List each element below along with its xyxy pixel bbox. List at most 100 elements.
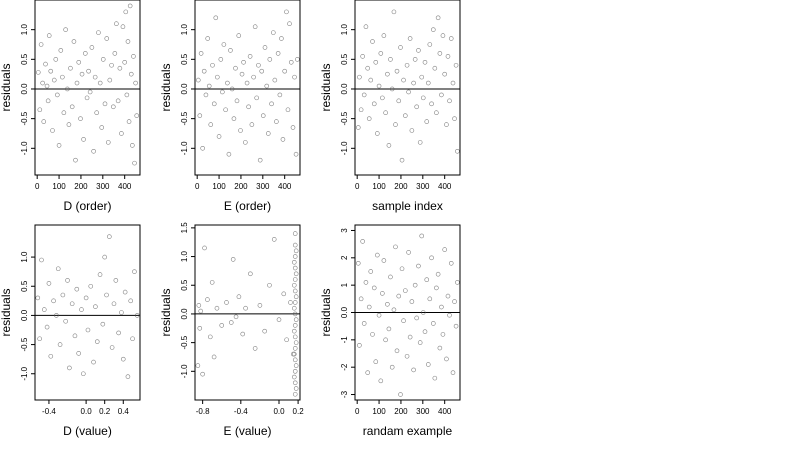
data-point — [420, 95, 426, 101]
data-point — [219, 323, 225, 328]
data-point — [393, 122, 398, 127]
data-point — [262, 45, 268, 50]
y-tick-label: -2 — [340, 363, 349, 371]
data-point — [97, 80, 103, 86]
data-point — [290, 125, 296, 130]
data-point — [381, 33, 387, 38]
x-tick-label: 400 — [118, 182, 132, 191]
data-point — [202, 245, 207, 251]
data-point — [439, 92, 444, 98]
data-point — [257, 303, 263, 308]
y-tick-label: 0.5 — [20, 280, 29, 292]
data-point — [196, 303, 202, 308]
x-tick-label: 0.2 — [293, 407, 305, 416]
data-point — [122, 289, 128, 295]
data-point — [38, 42, 44, 47]
y-tick-label: 0.5 — [180, 279, 189, 291]
data-point — [365, 370, 370, 375]
data-point — [73, 157, 78, 163]
data-point — [119, 310, 124, 315]
data-point — [198, 308, 204, 314]
x-axis-title: D (order) — [63, 199, 111, 213]
data-point — [411, 367, 416, 373]
y-tick-label: -3 — [340, 390, 349, 398]
data-point — [406, 250, 411, 255]
data-point — [125, 374, 131, 379]
data-point — [207, 334, 213, 340]
data-point — [93, 304, 98, 309]
data-point — [86, 68, 91, 74]
y-axis-title: residuals — [159, 63, 173, 111]
data-point — [254, 95, 259, 101]
x-tick-label: 100 — [372, 182, 386, 191]
data-point — [403, 288, 408, 293]
data-point — [282, 68, 287, 74]
data-point — [425, 362, 431, 367]
data-point — [100, 321, 106, 327]
data-point — [292, 277, 298, 282]
data-point — [41, 307, 47, 312]
data-point — [225, 80, 230, 86]
x-axis-title: sample index — [372, 199, 443, 213]
y-axis-title: residuals — [319, 288, 333, 336]
data-point — [197, 325, 203, 331]
x-tick-label: -0.8 — [196, 407, 210, 416]
data-point — [368, 77, 374, 83]
data-point — [381, 258, 387, 263]
data-point — [120, 24, 126, 29]
data-point — [363, 24, 369, 29]
y-tick-label: -0.5 — [180, 111, 189, 125]
data-point — [404, 62, 410, 68]
data-point — [71, 39, 77, 44]
data-point — [291, 351, 297, 357]
data-point — [280, 137, 286, 142]
data-point — [291, 259, 297, 265]
data-point — [236, 294, 242, 300]
data-point — [58, 48, 64, 53]
data-point — [251, 74, 256, 80]
x-tick-label: 0.4 — [118, 407, 130, 416]
data-point — [284, 9, 289, 15]
data-point — [109, 345, 115, 350]
data-point — [370, 332, 375, 337]
data-point — [119, 131, 124, 136]
data-point — [288, 59, 294, 65]
data-point — [236, 33, 242, 38]
y-tick-label: 0.0 — [180, 83, 189, 95]
data-point — [66, 122, 72, 127]
y-tick-label: -1.0 — [340, 141, 349, 155]
data-point — [396, 293, 402, 299]
data-point — [112, 51, 118, 56]
y-tick-label: -1.0 — [20, 366, 29, 380]
data-point — [69, 104, 75, 110]
data-point — [259, 68, 265, 74]
x-tick-label: 400 — [438, 407, 452, 416]
data-point — [46, 33, 52, 38]
x-axis-title: E (value) — [223, 424, 271, 438]
data-point — [277, 92, 283, 98]
scatter-panel: 0 100 200 300 400 -1.0 -0.5 0.0 0.5 1.0 D (order) r… — [0, 0, 141, 213]
data-point — [434, 110, 439, 116]
data-point — [376, 312, 382, 318]
data-point — [48, 353, 54, 359]
data-point — [130, 143, 135, 148]
data-point — [417, 340, 423, 345]
data-point — [116, 330, 121, 336]
data-point — [100, 57, 106, 62]
data-point — [394, 68, 400, 74]
data-point — [205, 297, 210, 302]
data-point — [450, 80, 456, 86]
data-point — [363, 280, 369, 285]
data-point — [126, 119, 132, 124]
data-point — [211, 354, 217, 360]
data-point — [124, 92, 130, 98]
data-point — [45, 98, 51, 104]
x-tick-label: -0.4 — [234, 407, 248, 416]
data-point — [272, 77, 278, 83]
data-point — [249, 122, 255, 127]
scatter-panel: 0 100 200 300 400 -1.0 -0.5 0.0 0.5 1.0 sample ind… — [319, 0, 461, 213]
data-point — [434, 285, 439, 291]
data-point — [419, 233, 425, 239]
data-point — [358, 107, 364, 113]
